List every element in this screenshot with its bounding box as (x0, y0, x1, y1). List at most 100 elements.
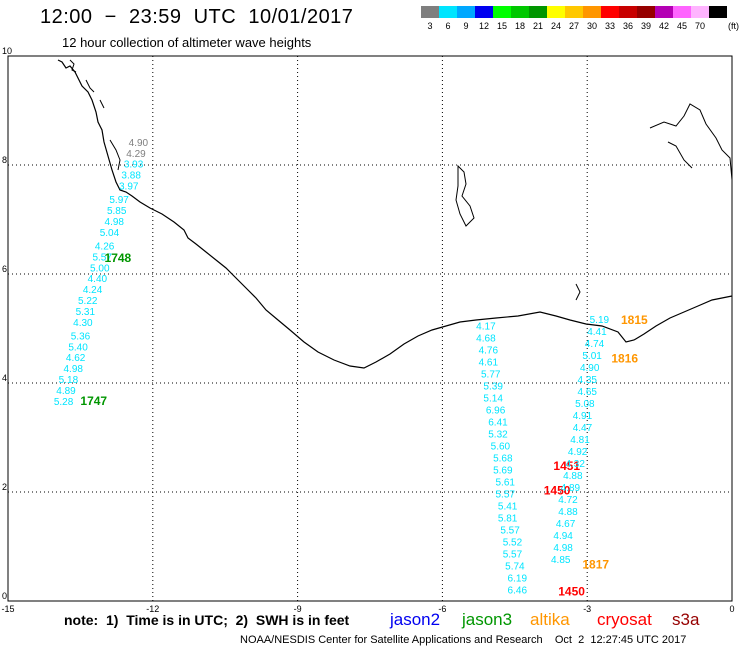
scale-label: 12 (478, 21, 489, 31)
scale-label: 27 (568, 21, 579, 31)
scale-bin: 36 (619, 6, 637, 31)
wave-height-label: 5.77 (481, 370, 501, 381)
scale-swatch (637, 6, 655, 18)
scale-label: 42 (658, 21, 669, 31)
scale-swatch (457, 6, 475, 18)
wave-height-label: 4.35 (578, 375, 598, 386)
scale-bin: 33 (601, 6, 619, 31)
wave-height-label: 4.89 (561, 483, 581, 494)
scale-bin: 18 (511, 6, 529, 31)
wave-height-label: 5.52 (503, 537, 523, 548)
wave-height-label: 4.81 (570, 435, 590, 446)
gridlines (8, 56, 732, 601)
credit-line: NOAA/NESDIS Center for Satellite Applica… (240, 634, 687, 646)
time-label: 1817 (582, 557, 609, 571)
scale-label: 70 (694, 21, 705, 31)
wave-height-label: 3.88 (121, 171, 141, 182)
wave-height-label: 5.57 (500, 525, 520, 536)
wave-height-label: 4.98 (64, 364, 84, 375)
y-tick-label: 6 (2, 264, 7, 274)
scale-bin: 6 (439, 6, 457, 31)
wave-height-label: 5.39 (483, 382, 503, 393)
x-tick-label: -15 (1, 604, 14, 614)
scale-bin: 70 (691, 6, 709, 31)
wave-height-label: 4.65 (578, 387, 598, 398)
scale-label: 21 (532, 21, 543, 31)
scale-swatch (547, 6, 565, 18)
wave-height-label: 4.41 (587, 327, 607, 338)
satellite-legend-cryosat: cryosat (597, 610, 652, 629)
color-scale-unit: (ft) (728, 21, 739, 31)
wave-height-label: 5.81 (498, 513, 518, 524)
scale-swatch (655, 6, 673, 18)
wave-height-label: 4.94 (553, 531, 573, 542)
wave-height-label: 6.41 (488, 418, 508, 429)
y-tick-label: 4 (2, 373, 7, 383)
scale-bin: 45 (673, 6, 691, 31)
wave-height-label: 5.60 (491, 441, 511, 452)
scale-label: 45 (676, 21, 687, 31)
y-tick-label: 2 (2, 482, 7, 492)
wave-height-label: 4.17 (476, 322, 496, 333)
x-tick-label: -6 (438, 604, 446, 614)
wave-height-label: 5.22 (78, 296, 98, 307)
wave-height-label: 5.19 (590, 315, 610, 326)
wave-height-label: 5.00 (90, 263, 110, 274)
time-label: 1815 (621, 313, 648, 327)
wave-height-label: 4.90 (129, 138, 149, 149)
wave-height-label: 3.97 (119, 182, 139, 193)
scale-label: 3 (427, 21, 433, 31)
map-subtitle: 12 hour collection of altimeter wave hei… (62, 35, 312, 50)
wave-height-label: 5.14 (483, 394, 503, 405)
wave-height-label: 5.40 (68, 342, 88, 353)
scale-swatch (493, 6, 511, 18)
coastline (57, 59, 733, 369)
scale-bin: 42 (655, 6, 673, 31)
scale-label: 39 (640, 21, 651, 31)
wave-height-label: 4.47 (573, 423, 593, 434)
scale-bin: 27 (565, 6, 583, 31)
x-tick-label: -3 (583, 604, 591, 614)
scale-bin: 9 (457, 6, 475, 31)
time-label: 1450 (544, 484, 571, 498)
wave-height-label: 5.57 (92, 252, 112, 263)
scale-label: 24 (550, 21, 561, 31)
altimeter-tracks: 4.904.293.933.883.975.975.854.985.044.26… (54, 138, 648, 599)
wave-height-label: 5.85 (107, 206, 127, 217)
wave-height-label: 4.89 (56, 386, 76, 397)
scale-swatch (709, 6, 727, 18)
wave-height-label: 4.72 (558, 495, 578, 506)
x-tick-label: 0 (729, 604, 734, 614)
y-tick-label: 10 (2, 46, 12, 56)
satellite-legend-altika: altika (530, 610, 570, 629)
track-jason2: 4.174.684.764.615.775.395.146.966.415.32… (476, 322, 585, 599)
satellite-legend-jason3: jason3 (462, 610, 513, 629)
wave-height-label: 4.88 (558, 507, 578, 518)
wave-height-label: 5.18 (59, 375, 79, 386)
color-scale-legend: 3 6 9 12 15 18 21 24 27 30 33 36 39 42 45 70 (421, 6, 727, 31)
wave-height-label: 5.74 (505, 561, 525, 572)
wave-height-label: 4.76 (479, 346, 499, 357)
scale-label: 18 (514, 21, 525, 31)
wave-height-label: 5.04 (100, 228, 120, 239)
wave-height-label: 4.26 (95, 241, 115, 252)
time-label: 1451 (553, 459, 580, 473)
wave-height-label: 5.69 (493, 465, 513, 476)
scale-swatch (565, 6, 583, 18)
wave-height-label: 5.57 (495, 489, 515, 500)
x-tick-label: -12 (146, 604, 159, 614)
scale-label: 15 (496, 21, 507, 31)
scale-swatch (511, 6, 529, 18)
scale-swatch (601, 6, 619, 18)
wave-height-label: 5.97 (109, 195, 129, 206)
wave-height-label: 5.01 (582, 351, 602, 362)
scale-label: 33 (604, 21, 615, 31)
scale-label: 6 (445, 21, 451, 31)
wave-height-label: 4.29 (126, 149, 146, 160)
track-jason3: 4.904.293.933.883.975.975.854.985.044.26… (54, 138, 149, 408)
wave-height-label: 6.96 (486, 406, 506, 417)
satellite-legend-s3a: s3a (672, 610, 700, 629)
wave-height-label: 4.91 (573, 411, 593, 422)
wave-height-label: 4.40 (88, 274, 108, 285)
wave-height-label: 6.19 (508, 573, 528, 584)
